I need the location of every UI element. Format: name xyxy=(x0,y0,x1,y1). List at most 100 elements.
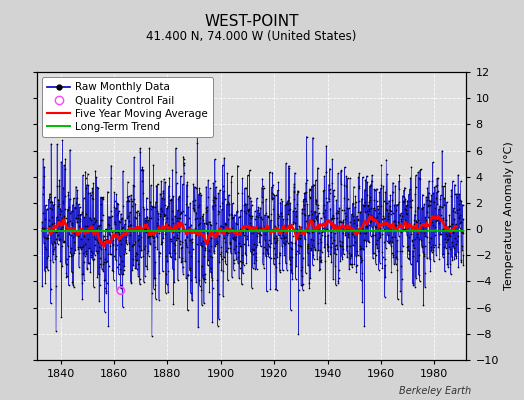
Point xyxy=(458,246,466,253)
Point xyxy=(411,184,420,190)
Point xyxy=(172,180,181,186)
Point xyxy=(111,218,119,225)
Point xyxy=(159,190,167,196)
Point xyxy=(163,268,172,274)
Point xyxy=(155,253,163,260)
Point xyxy=(272,287,281,293)
Point xyxy=(177,173,185,179)
Point xyxy=(449,230,457,236)
Point xyxy=(231,236,239,242)
Point xyxy=(94,271,103,278)
Point xyxy=(120,262,128,269)
Point xyxy=(174,194,183,200)
Point xyxy=(305,279,313,286)
Point xyxy=(216,228,225,234)
Point xyxy=(239,240,248,247)
Point xyxy=(58,224,67,230)
Point xyxy=(304,212,313,218)
Point xyxy=(420,243,429,250)
Point xyxy=(324,198,333,204)
Point xyxy=(61,156,70,162)
Point xyxy=(330,192,338,199)
Point xyxy=(105,213,113,220)
Point xyxy=(387,226,396,232)
Point xyxy=(365,208,374,214)
Point xyxy=(69,282,77,288)
Point xyxy=(300,190,309,196)
Point xyxy=(100,236,108,243)
Point xyxy=(159,235,168,241)
Point xyxy=(258,182,267,189)
Point xyxy=(190,202,198,208)
Point xyxy=(201,244,210,251)
Point xyxy=(39,156,47,162)
Point xyxy=(54,203,62,210)
Point xyxy=(332,197,341,203)
Point xyxy=(77,218,85,224)
Point xyxy=(348,200,357,207)
Point xyxy=(340,195,348,202)
Point xyxy=(303,250,312,256)
Point xyxy=(305,285,313,291)
Point xyxy=(38,219,46,225)
Point xyxy=(429,190,438,196)
Point xyxy=(276,252,285,258)
Point xyxy=(123,193,132,200)
Point xyxy=(377,162,386,168)
Point xyxy=(258,194,266,200)
Point xyxy=(60,206,69,212)
Point xyxy=(108,242,117,248)
Point xyxy=(64,189,73,196)
Point xyxy=(381,189,390,195)
Point xyxy=(103,233,112,239)
Point xyxy=(421,284,429,290)
Point xyxy=(71,247,79,254)
Point xyxy=(413,258,422,265)
Point xyxy=(233,209,241,216)
Point xyxy=(169,193,178,200)
Point xyxy=(99,196,107,202)
Point xyxy=(440,195,449,202)
Point xyxy=(269,182,277,188)
Point xyxy=(93,223,102,229)
Point xyxy=(450,216,458,222)
Point xyxy=(311,247,319,254)
Point xyxy=(183,193,192,199)
Point xyxy=(358,299,366,305)
Point xyxy=(145,228,153,234)
Point xyxy=(330,250,339,256)
Point xyxy=(344,226,353,232)
Point xyxy=(321,226,330,232)
Point xyxy=(344,231,353,238)
Point xyxy=(350,217,358,223)
Point xyxy=(403,197,411,204)
Point xyxy=(398,301,406,308)
Point xyxy=(306,194,314,200)
Point xyxy=(101,246,110,253)
Point xyxy=(74,214,82,221)
Point xyxy=(52,328,60,334)
Point xyxy=(138,177,146,184)
Point xyxy=(359,246,367,252)
Point xyxy=(41,279,50,286)
Point xyxy=(268,195,276,202)
Point xyxy=(347,253,355,260)
Point xyxy=(248,230,256,236)
Point xyxy=(332,210,341,216)
Point xyxy=(352,263,361,270)
Point xyxy=(99,212,107,218)
Point xyxy=(329,227,337,233)
Point xyxy=(395,186,403,192)
Point xyxy=(278,243,286,249)
Point xyxy=(350,220,358,226)
Point xyxy=(90,284,98,290)
Point xyxy=(61,165,69,172)
Point xyxy=(280,251,288,258)
Point xyxy=(210,250,218,256)
Point xyxy=(122,234,130,240)
Point xyxy=(58,137,67,144)
Point xyxy=(435,203,444,209)
Point xyxy=(82,210,90,217)
Point xyxy=(437,212,445,219)
Point xyxy=(335,218,344,224)
